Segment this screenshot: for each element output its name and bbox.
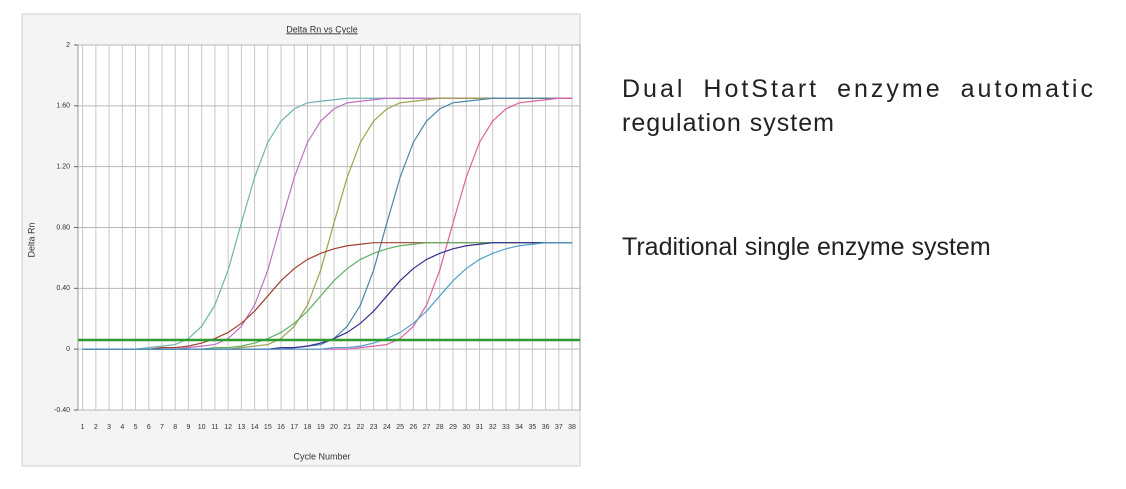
x-tick-label: 29	[449, 424, 457, 431]
x-tick-label: 8	[173, 424, 177, 431]
series-line	[82, 242, 573, 350]
x-tick-label: 4	[120, 424, 124, 431]
x-tick-label: 6	[147, 424, 151, 431]
x-tick-label: 19	[317, 424, 325, 431]
x-tick-label: 18	[304, 424, 312, 431]
annotation: Traditional single enzyme system	[622, 233, 991, 261]
annotation: Dual HotStart enzyme automatic regulation…	[622, 72, 1096, 140]
x-tick-label: 3	[107, 424, 111, 431]
y-tick-label: 1.60	[56, 103, 70, 110]
x-tick-label: 13	[237, 424, 245, 431]
x-tick-label: 31	[476, 424, 484, 431]
x-tick-label: 35	[528, 424, 536, 431]
y-tick-label: 0.40	[56, 285, 70, 292]
x-tick-label: 7	[160, 424, 164, 431]
x-axis-label: Cycle Number	[293, 451, 350, 461]
x-tick-label: 32	[489, 424, 497, 431]
x-tick-label: 37	[555, 424, 563, 431]
y-tick-label: 2	[66, 42, 70, 49]
x-tick-label: 22	[357, 424, 365, 431]
x-tick-label: 20	[330, 424, 338, 431]
x-tick-label: 30	[462, 424, 470, 431]
x-tick-label: 14	[251, 424, 259, 431]
x-tick-label: 36	[542, 424, 550, 431]
x-tick-label: 15	[264, 424, 272, 431]
x-tick-label: 16	[277, 424, 285, 431]
x-tick-label: 9	[187, 424, 191, 431]
x-tick-label: 27	[423, 424, 431, 431]
annotation-line: regulation system	[622, 109, 835, 137]
chart-title: Delta Rn vs Cycle	[286, 24, 358, 34]
x-tick-label: 11	[211, 424, 218, 431]
x-tick-label: 26	[409, 424, 417, 431]
y-axis-label: Delta Rn	[26, 222, 36, 257]
x-tick-label: 12	[224, 424, 232, 431]
y-tick-label: 0.80	[56, 224, 70, 231]
x-tick-label: 33	[502, 424, 510, 431]
x-tick-label: 10	[198, 424, 206, 431]
x-tick-label: 17	[290, 424, 298, 431]
x-tick-label: 21	[343, 424, 351, 431]
y-tick-label: 0	[66, 346, 70, 353]
x-tick-label: 2	[94, 424, 98, 431]
x-tick-label: 1	[81, 424, 85, 431]
x-tick-label: 34	[515, 424, 523, 431]
y-tick-label: -0.40	[54, 407, 70, 414]
x-tick-label: 24	[383, 424, 391, 431]
y-tick-label: 1.20	[56, 164, 70, 171]
x-tick-label: 5	[134, 424, 138, 431]
x-tick-label: 28	[436, 424, 444, 431]
x-tick-label: 38	[568, 424, 576, 431]
annotation-line: Dual HotStart enzyme automatic	[622, 75, 1096, 103]
x-tick-label: 23	[370, 424, 378, 431]
x-tick-label: 25	[396, 424, 404, 431]
